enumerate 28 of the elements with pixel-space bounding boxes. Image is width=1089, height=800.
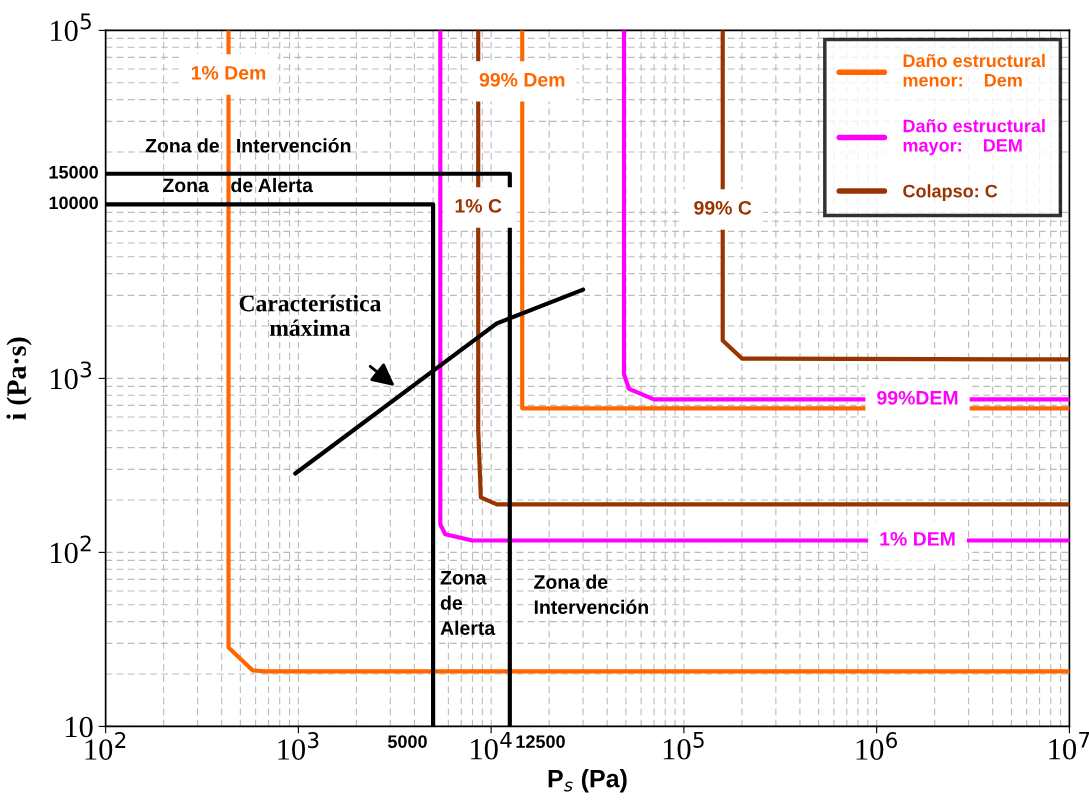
annotation: Zona de Alerta: [162, 177, 314, 193]
y-tick-label: 10$^{5}$: [50, 13, 91, 42]
annotation: 1% Dem: [191, 65, 266, 80]
y-axis-title: i (Pa·s): [6, 337, 32, 420]
annotation: Zona de Intervención: [145, 138, 351, 153]
x-tick-label: 10$^{6}$: [856, 732, 897, 760]
annotation: 5000: [387, 735, 427, 748]
annotation: 99% Dem: [479, 72, 565, 87]
annotation: 99%DEM: [877, 390, 958, 405]
y-tick-label: 10$^{3}$: [50, 361, 92, 390]
x-tick-label: 10$^{3}$: [278, 732, 319, 760]
y-tick-label: 10$^{2}$: [50, 535, 91, 564]
x-tick-label: 10$^{7}$: [1049, 732, 1089, 760]
legend-label: Daño estructural menor: Dem: [903, 53, 1045, 87]
annotation: 1% DEM: [880, 532, 955, 546]
annotation: Zona de Alerta: [440, 571, 496, 635]
annotation: Característica máxima: [239, 294, 382, 337]
x-tick-label: 10$^{5}$: [663, 732, 704, 760]
annotation: 12500: [516, 735, 565, 748]
x-tick-label: 10$^{4}$: [471, 732, 512, 760]
legend-label: Daño estructural mayor: DEM: [903, 119, 1045, 156]
annotation: 15000: [49, 165, 98, 179]
annotation: 99% C: [694, 200, 752, 215]
annotation: 10000: [49, 196, 98, 210]
x-axis-title: P$_{s}$ (Pa): [548, 769, 627, 793]
legend-label: Colapso: C: [903, 184, 998, 202]
annotation: Zona de Intervención: [534, 574, 648, 615]
annotation: 1% C: [455, 198, 502, 213]
